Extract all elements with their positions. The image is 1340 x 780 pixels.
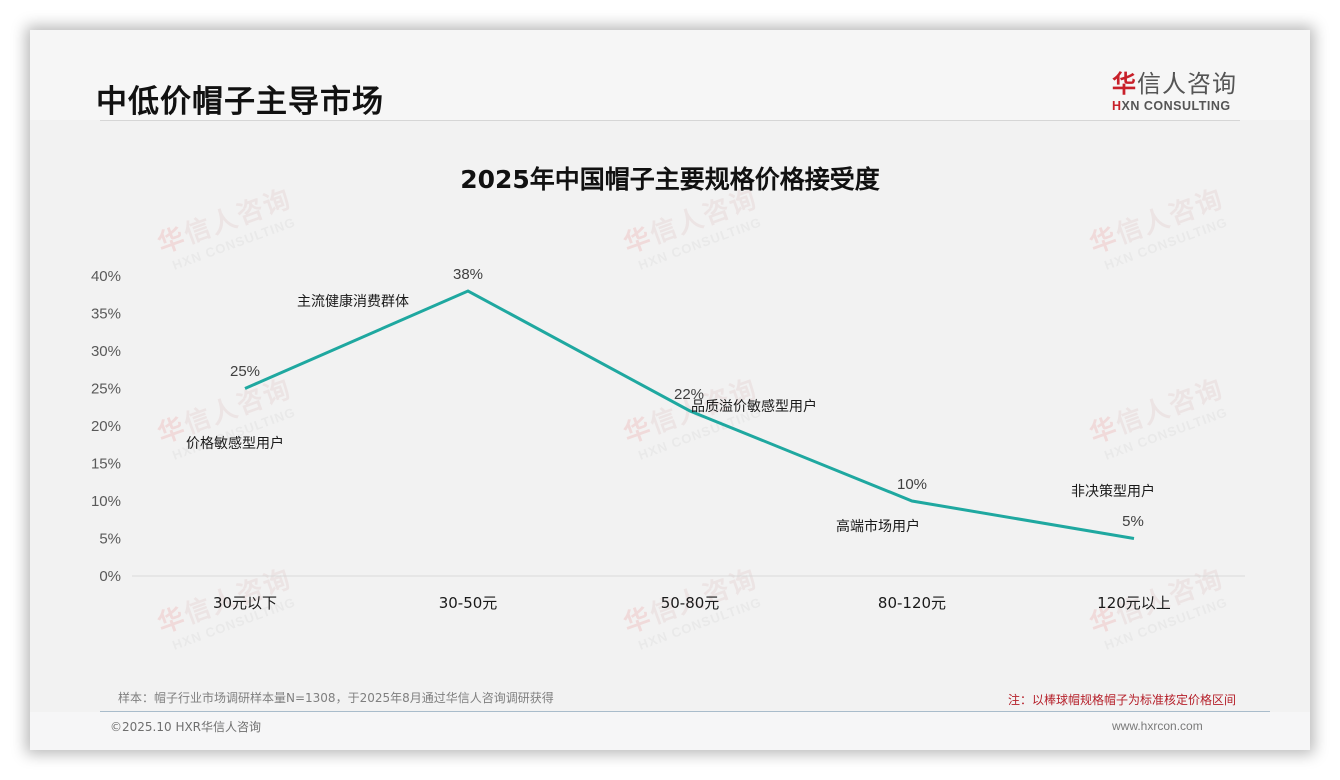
x-tick: 80-120元 <box>878 594 946 612</box>
sample-note: 样本：帽子行业市场调研样本量N=1308，于2025年8月通过华信人咨询调研获得 <box>118 691 554 705</box>
data-label: 10% <box>897 476 927 493</box>
website-link[interactable]: www.hxrcon.com <box>1112 719 1203 733</box>
price-note: 注：以棒球帽规格帽子为标准核定价格区间 <box>1008 693 1237 707</box>
data-label: 22% <box>674 386 704 403</box>
x-tick: 50-80元 <box>661 594 720 612</box>
header-band <box>30 30 1310 120</box>
y-tick: 30% <box>91 343 121 360</box>
series-line <box>244 289 1135 540</box>
x-tick: 30元以下 <box>213 594 277 612</box>
y-tick: 5% <box>99 531 121 548</box>
line-chart: 0% 5% 10% 15% 20% 25% 30% 35% 40% 30元以下 … <box>91 266 1245 612</box>
chart-title: 2025年中国帽子主要规格价格接受度 <box>460 165 880 194</box>
y-tick: 40% <box>91 268 121 285</box>
footer-band <box>30 712 1310 750</box>
data-label: 5% <box>1122 513 1144 530</box>
x-axis: 30元以下 30-50元 50-80元 80-120元 120元以上 <box>213 594 1171 612</box>
data-labels: 25% 38% 22% 10% 5% <box>230 266 1144 530</box>
data-label: 25% <box>230 363 260 380</box>
x-tick: 120元以上 <box>1097 594 1171 612</box>
y-tick: 10% <box>91 493 121 510</box>
company-logo: 华信人咨询 HXN CONSULTING <box>1112 64 1242 113</box>
page-title: 中低价帽子主导市场 <box>96 84 384 120</box>
x-tick: 30-50元 <box>439 594 498 612</box>
data-label: 38% <box>453 266 483 283</box>
annotation-label: 高端市场用户 <box>836 518 920 535</box>
footer-divider <box>100 711 1270 712</box>
logo-chinese: 华信人咨询 <box>1112 70 1237 98</box>
annotation-label: 非决策型用户 <box>1071 483 1155 500</box>
annotation-label: 主流健康消费群体 <box>297 293 409 310</box>
copyright: ©2025.10 HXR华信人咨询 <box>110 720 262 734</box>
annotation-label: 价格敏感型用户 <box>186 435 284 452</box>
annotation-label: 品质溢价敏感型用户 <box>691 398 817 415</box>
y-tick: 25% <box>91 381 121 398</box>
y-tick: 20% <box>91 418 121 435</box>
logo-english: HXN CONSULTING <box>1112 99 1231 113</box>
y-tick: 15% <box>91 456 121 473</box>
y-axis: 0% 5% 10% 15% 20% 25% 30% 35% 40% <box>91 268 121 585</box>
point-annotations: 价格敏感型用户 主流健康消费群体 品质溢价敏感型用户 高端市场用户 非决策型用户 <box>186 293 1155 535</box>
slide: 中低价帽子主导市场 华信人咨询 HXN CONSULTING 华信人咨询 HXN … <box>30 30 1310 750</box>
header-divider <box>100 120 1240 121</box>
y-tick: 35% <box>91 306 121 323</box>
y-tick: 0% <box>99 568 121 585</box>
